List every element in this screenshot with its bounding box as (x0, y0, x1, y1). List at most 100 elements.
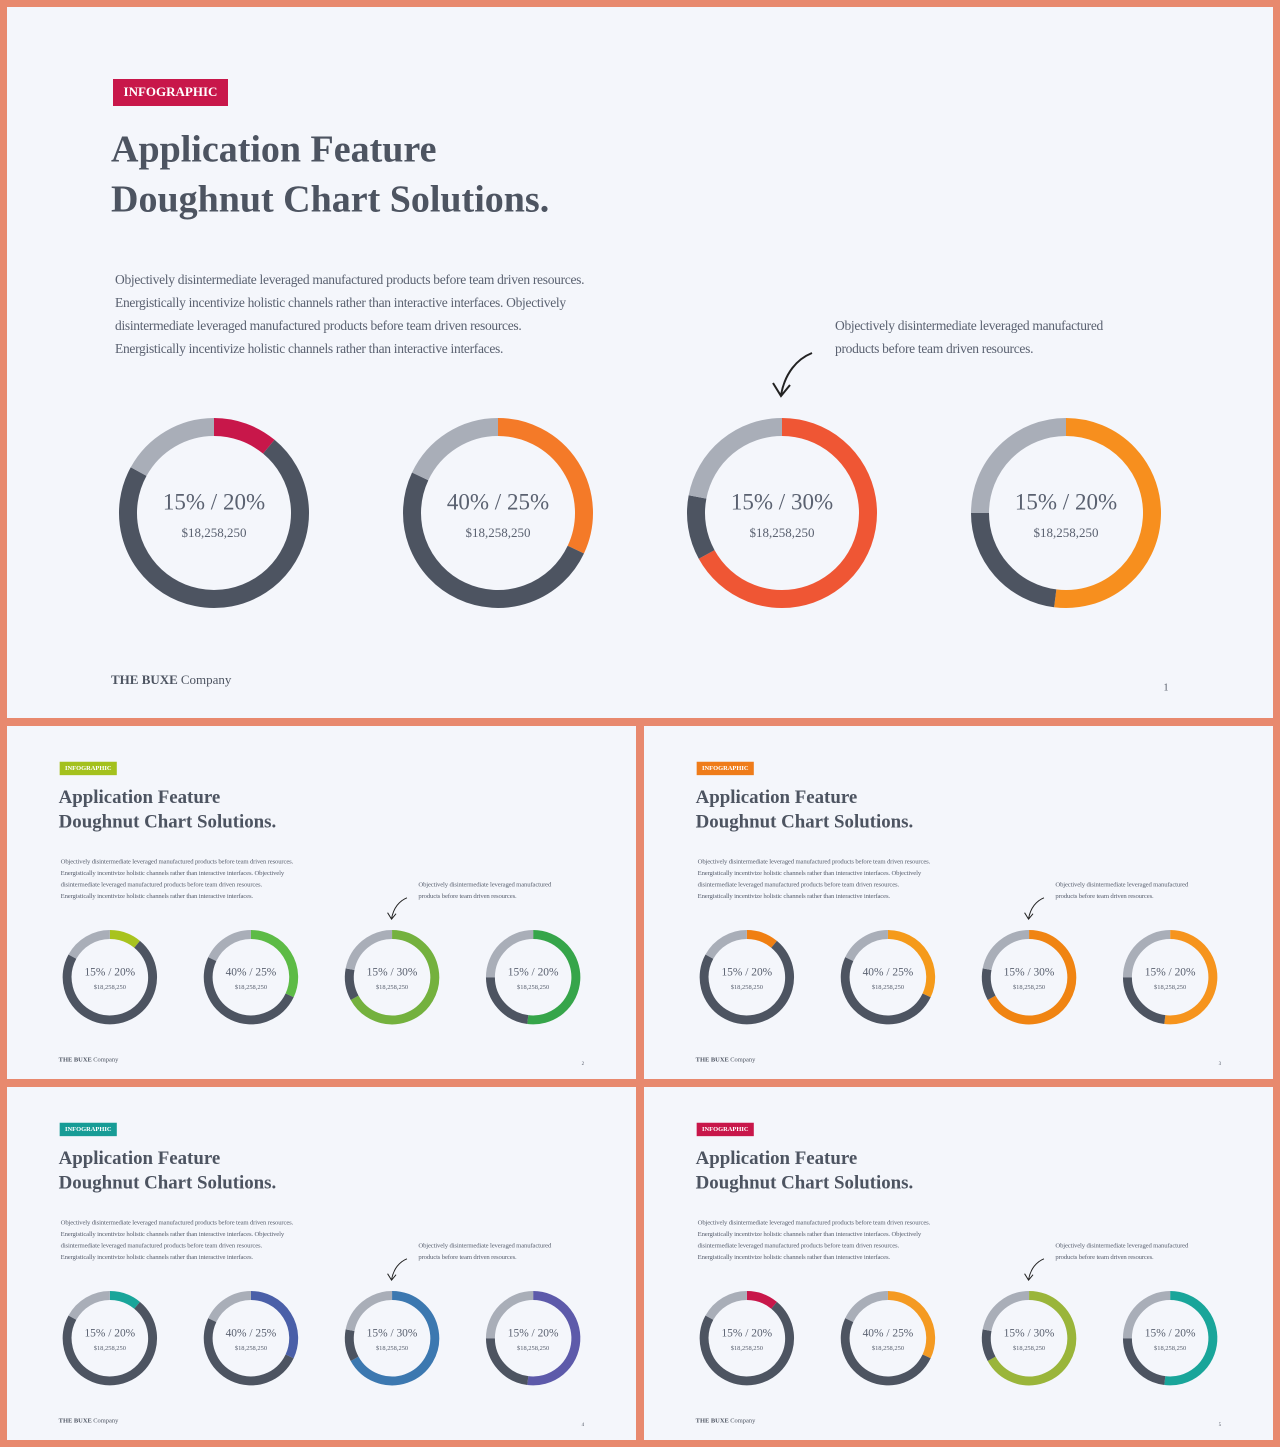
tag-box (59, 1122, 117, 1137)
brand-suffix: Company (730, 1418, 756, 1425)
donut-segment (698, 418, 877, 608)
donut-segment (1122, 1291, 1171, 1339)
paragraph-line: Objectively disintermediate leveraged ma… (698, 859, 931, 866)
donut-amount: $18,258,250 (731, 1345, 763, 1352)
slide-canvas: INFOGRAPHIC Application Feature Doughnut C… (59, 1122, 585, 1428)
donut-amount: $18,258,250 (1154, 984, 1186, 991)
title: Application Feature (59, 787, 221, 808)
donut-segment (887, 930, 936, 998)
donut-segment (1122, 977, 1166, 1025)
donut-amount: $18,258,250 (1034, 525, 1099, 540)
donut-segment (845, 1291, 889, 1323)
paragraph-line: disintermediate leveraged manufactured p… (698, 881, 900, 888)
brand-name: THE BUXE (696, 1057, 729, 1064)
paragraph-line: Energistically incentivize holistic chan… (698, 870, 922, 877)
note-line: products before team driven resources. (418, 893, 517, 900)
title: Application Feature (696, 1148, 858, 1169)
paragraph-line: Energistically incentivize holistic chan… (698, 1231, 922, 1238)
page-number: 5 (1219, 1423, 1222, 1428)
donut-segment (350, 1291, 440, 1386)
title: Doughnut Chart Solutions. (696, 1173, 914, 1194)
paragraph-line: Objectively disintermediate leveraged ma… (61, 859, 294, 866)
donut-segment (345, 930, 393, 971)
arrow (1024, 1258, 1045, 1281)
donut-segment (68, 1291, 111, 1320)
donut-segment (485, 977, 529, 1025)
donut-segment (987, 1291, 1077, 1386)
donut-segment (840, 957, 931, 1025)
donut-segment (887, 1291, 936, 1359)
donut-segment (208, 930, 252, 962)
donut-segment (62, 940, 158, 1025)
tag-box (59, 761, 117, 776)
donut-segment (1122, 1338, 1166, 1386)
arrow (1024, 897, 1045, 920)
donut-segment (119, 439, 309, 608)
page-number: 3 (1219, 1062, 1222, 1067)
paragraph-line: disintermediate leveraged manufactured p… (115, 318, 521, 333)
tag: INFOGRAPHIC (65, 1126, 112, 1133)
donut-label: 15% / 20% (163, 489, 265, 514)
arrow (387, 1258, 408, 1281)
slide-canvas: INFOGRAPHIC Application Feature Doughnut C… (59, 761, 585, 1067)
slide: INFOGRAPHIC Application Feature Doughnut C… (644, 1087, 1273, 1440)
title: Doughnut Chart Solutions. (59, 812, 277, 833)
donut-segment (485, 1338, 529, 1386)
donut-segment (344, 1329, 359, 1361)
tag: INFOGRAPHIC (702, 1126, 749, 1133)
note-line: products before team driven resources. (835, 341, 1033, 356)
note-line: Objectively disintermediate leveraged ma… (418, 881, 552, 888)
tag-box (696, 1122, 754, 1137)
donut-segment (109, 930, 140, 948)
donut-segment (746, 1291, 777, 1309)
paragraph-line: Objectively disintermediate leveraged ma… (698, 1220, 931, 1227)
tag: INFOGRAPHIC (124, 84, 218, 99)
donut-amount: $18,258,250 (182, 525, 247, 540)
note-line: Objectively disintermediate leveraged ma… (835, 318, 1104, 333)
donut-label: 15% / 30% (1004, 966, 1055, 978)
donut-segment (699, 940, 795, 1025)
donut-segment (130, 418, 215, 477)
donut-segment (350, 930, 440, 1025)
donut-label: 40% / 25% (863, 1327, 914, 1339)
slide-canvas: INFOGRAPHIC Application Feature Doughnut C… (696, 761, 1222, 1067)
donut-amount: $18,258,250 (872, 1345, 904, 1352)
page-number: 4 (582, 1423, 585, 1428)
donut-amount: $18,258,250 (1013, 1345, 1045, 1352)
paragraph-line: Energistically incentivize holistic chan… (115, 295, 566, 310)
donut-segment (485, 930, 534, 978)
donut-segment (527, 1291, 581, 1386)
page-number: 1 (1164, 682, 1169, 693)
donut-label: 15% / 30% (731, 489, 833, 514)
title: Application Feature (59, 1148, 221, 1169)
donut-segment (840, 1318, 931, 1386)
donut-segment (109, 1291, 140, 1309)
tag: INFOGRAPHIC (702, 765, 749, 772)
note-line: Objectively disintermediate leveraged ma… (1055, 1242, 1189, 1249)
brand-suffix: Company (93, 1418, 119, 1425)
slide: INFOGRAPHIC Application Feature Doughnut C… (7, 1087, 636, 1440)
paragraph-line: disintermediate leveraged manufactured p… (61, 1242, 263, 1249)
page-number: 2 (582, 1062, 585, 1067)
note-line: products before team driven resources. (418, 1254, 517, 1261)
donut-segment (971, 512, 1057, 608)
paragraph-line: Energistically incentivize holistic chan… (115, 341, 503, 356)
donut-amount: $18,258,250 (466, 525, 531, 540)
donut-label: 40% / 25% (863, 966, 914, 978)
donut-label: 15% / 20% (721, 1327, 772, 1339)
donut-segment (982, 930, 1030, 971)
brand: THE BUXECompany (696, 1057, 756, 1064)
donut-segment (250, 1291, 299, 1359)
paragraph-line: Energistically incentivize holistic chan… (61, 893, 254, 900)
brand: THE BUXECompany (696, 1418, 756, 1425)
donut-label: 15% / 20% (508, 1327, 559, 1339)
donut-amount: $18,258,250 (235, 1345, 267, 1352)
slide-canvas: INFOGRAPHIC Application Feature Doughnut C… (111, 79, 1169, 693)
donut-label: 15% / 20% (508, 966, 559, 978)
brand: THE BUXECompany (59, 1418, 119, 1425)
donut-segment (981, 1329, 996, 1361)
donut-segment (705, 1291, 748, 1320)
donut-segment (1054, 418, 1161, 608)
